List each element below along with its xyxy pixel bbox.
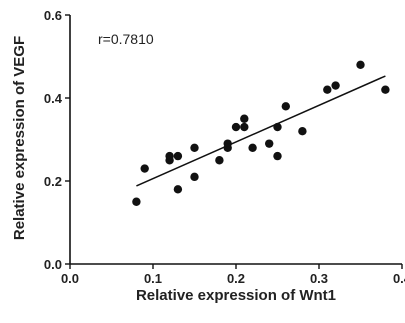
y-axis-title: Relative expression of VEGF bbox=[11, 36, 28, 240]
data-point bbox=[356, 60, 365, 69]
y-tick-label: 0.6 bbox=[44, 8, 62, 23]
data-point bbox=[173, 185, 183, 194]
data-point bbox=[265, 139, 274, 148]
data-point bbox=[281, 102, 290, 111]
data-point bbox=[240, 122, 249, 132]
x-axis-title: Relative expression of Wnt1 bbox=[136, 287, 336, 304]
data-point bbox=[223, 143, 232, 152]
data-point bbox=[240, 114, 249, 123]
data-point bbox=[273, 151, 282, 161]
data-point bbox=[381, 85, 390, 94]
data-point bbox=[140, 164, 149, 173]
trend-line bbox=[136, 75, 386, 187]
data-point bbox=[248, 143, 257, 152]
data-point bbox=[190, 172, 199, 182]
x-tick-label: 0.1 bbox=[144, 271, 162, 286]
data-point bbox=[231, 122, 241, 132]
data-point bbox=[323, 85, 332, 94]
data-point bbox=[331, 81, 340, 90]
x-tick-label: 0.3 bbox=[310, 271, 328, 286]
data-points bbox=[132, 60, 390, 206]
data-point bbox=[132, 197, 141, 206]
data-point bbox=[165, 151, 174, 161]
data-point bbox=[298, 127, 307, 136]
y-tick-label: 0.0 bbox=[44, 257, 62, 272]
x-tick-label: 0.2 bbox=[227, 271, 245, 286]
data-point bbox=[215, 156, 224, 165]
data-point bbox=[173, 151, 183, 161]
x-axis: 0.0 0.1 0.2 0.3 0.4 bbox=[61, 263, 405, 286]
y-tick-label: 0.2 bbox=[44, 174, 62, 189]
y-axis: 0.0 0.2 0.4 0.6 bbox=[44, 8, 71, 272]
x-tick-label: 0.4 bbox=[393, 271, 405, 286]
y-tick-label: 0.4 bbox=[44, 91, 63, 106]
data-point bbox=[190, 143, 199, 152]
x-tick-label: 0.0 bbox=[61, 271, 79, 286]
correlation-annotation: r=0.7810 bbox=[98, 31, 154, 47]
